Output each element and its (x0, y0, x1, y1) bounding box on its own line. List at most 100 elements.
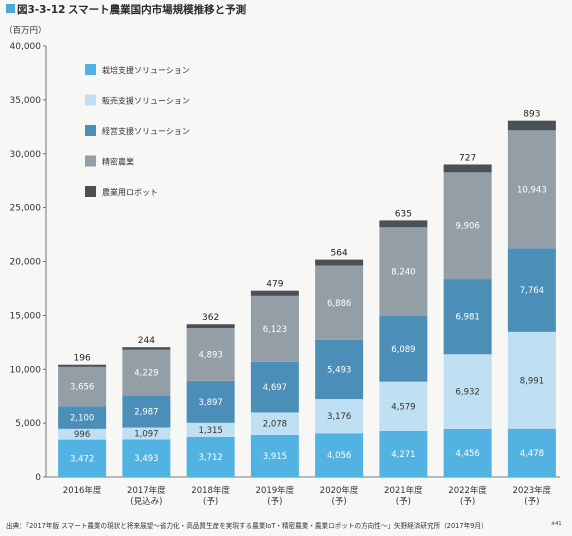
segment-label: 3,712 (198, 453, 222, 463)
segment-label: 6,932 (455, 388, 479, 398)
y-tick-label: 20,000 (10, 258, 42, 268)
bar-segment (58, 428, 107, 440)
y-tick-label: 0 (35, 473, 41, 483)
bar-segment (379, 220, 428, 228)
x-tick-label: (予) (396, 497, 411, 507)
legend-item: 農業用ロボット (85, 186, 158, 197)
legend-label: 精密農業 (102, 157, 134, 167)
bar-top-label: 244 (138, 336, 155, 346)
x-tick-label: 2019年度 (256, 485, 295, 496)
bar-segment (250, 361, 299, 413)
y-tick-label: 10,000 (10, 365, 42, 375)
source-note: 出典：「2017年版 スマート農業の現状と将来展望～省力化・高品質生産を実現する… (6, 521, 488, 530)
bar-segment (379, 430, 428, 477)
x-tick-label: (予) (267, 497, 282, 507)
bar-stack: 3,712 1,315 3,897 4,893 362 (186, 313, 235, 477)
segment-label: 4,456 (455, 449, 479, 459)
segment-label: 4,579 (391, 402, 415, 412)
segment-label: 3,472 (70, 454, 94, 464)
bar-stack: 4,456 6,932 6,981 9,906 727 (443, 154, 492, 477)
bar-top-label: 727 (459, 154, 476, 164)
y-tick-label: 15,000 (10, 311, 42, 321)
bar-segment (58, 366, 107, 407)
bar-segment (315, 399, 364, 434)
bar-segment (315, 259, 364, 266)
bar-segment (58, 406, 107, 429)
legend-label: 農業用ロボット (102, 187, 158, 197)
bar-stacks: 3,472 996 2,100 3,656 196 3,493 1,097 2,987 4,22… (58, 110, 556, 477)
bar-segment (58, 364, 107, 367)
bar-segment (250, 295, 299, 362)
bar-top-label: 564 (331, 249, 348, 259)
bar-segment (315, 433, 364, 477)
legend-swatch (85, 94, 96, 106)
legend: 栽培支援ソリューション販売支援ソリューション経営支援ソリューション精密農業農業用… (85, 64, 190, 197)
bar-segment (443, 164, 492, 173)
bar-segment (507, 248, 556, 332)
segment-label: 8,240 (391, 268, 415, 278)
legend-swatch (85, 155, 96, 167)
segment-label: 6,089 (391, 345, 415, 355)
bar-segment (443, 172, 492, 280)
legend-item: 販売支援ソリューション (85, 94, 190, 106)
bar-segment (315, 265, 364, 340)
legend-label: 栽培支援ソリューション (102, 65, 190, 75)
legend-label: 販売支援ソリューション (102, 96, 190, 106)
bar-stack: 4,478 8,991 7,764 10,943 893 (507, 110, 556, 477)
legend-swatch (85, 125, 96, 136)
bar-segment (122, 439, 171, 477)
x-tick-label: (見込み) (130, 496, 162, 507)
legend-item: 栽培支援ソリューション (85, 64, 190, 75)
bar-segment (507, 120, 556, 131)
segment-label: 2,100 (70, 414, 94, 424)
segment-label: 5,493 (327, 365, 351, 375)
bar-segment (122, 427, 171, 440)
bar-stack: 4,056 3,176 5,493 6,886 564 (315, 249, 364, 477)
bar-top-label: 893 (523, 110, 540, 120)
bar-segment (507, 130, 556, 249)
bar-stack: 3,493 1,097 2,987 4,229 244 (122, 336, 171, 477)
x-tick-label: 2021年度 (384, 485, 423, 496)
title-marker (6, 4, 15, 13)
bar-top-label: 635 (395, 209, 412, 219)
bar-segment (250, 290, 299, 296)
x-tick-label: 2020年度 (320, 485, 359, 496)
legend-swatch (85, 186, 96, 197)
x-tick-label: 2018年度 (191, 485, 230, 496)
bar-segment (443, 279, 492, 355)
bar-segment (443, 354, 492, 429)
segment-label: 3,493 (134, 454, 158, 464)
bar-segment (122, 347, 171, 350)
segment-label: 4,271 (391, 450, 415, 460)
chart-title: スマート農業国内市場規模推移と予測 (68, 3, 246, 16)
bar-top-label: 479 (266, 280, 283, 290)
bar-segment (122, 349, 171, 396)
y-tick-label: 40,000 (10, 42, 42, 52)
bar-segment (443, 428, 492, 477)
segment-label: 9,906 (455, 222, 479, 232)
x-tick-label: 2023年度 (513, 485, 552, 496)
segment-label: 3,897 (198, 398, 222, 408)
segment-label: 4,697 (263, 383, 287, 393)
segment-label: 4,478 (520, 449, 544, 459)
y-unit-label: （百万円） (4, 25, 47, 36)
bar-segment (379, 316, 428, 382)
bar-segment (507, 331, 556, 429)
x-tick-label: 2022年度 (448, 485, 487, 496)
segment-label: 8,991 (520, 376, 544, 386)
segment-label: 2,078 (263, 420, 287, 430)
x-tick-label: 2017年度 (127, 485, 166, 496)
y-tick-label: 35,000 (10, 96, 42, 106)
y-tick-label: 25,000 (10, 204, 42, 214)
x-tick-label: (予) (460, 497, 475, 507)
bar-segment (58, 439, 107, 477)
x-tick-label: (予) (524, 497, 539, 507)
segment-label: 4,056 (327, 451, 351, 461)
bar-segment (315, 339, 364, 400)
bar-stack: 3,915 2,078 4,697 6,123 479 (250, 280, 299, 477)
bar-top-label: 196 (74, 354, 91, 364)
bar-segment (507, 428, 556, 477)
y-tick-label: 5,000 (15, 419, 41, 429)
legend-item: 精密農業 (85, 155, 134, 167)
segment-label: 6,886 (327, 299, 351, 309)
